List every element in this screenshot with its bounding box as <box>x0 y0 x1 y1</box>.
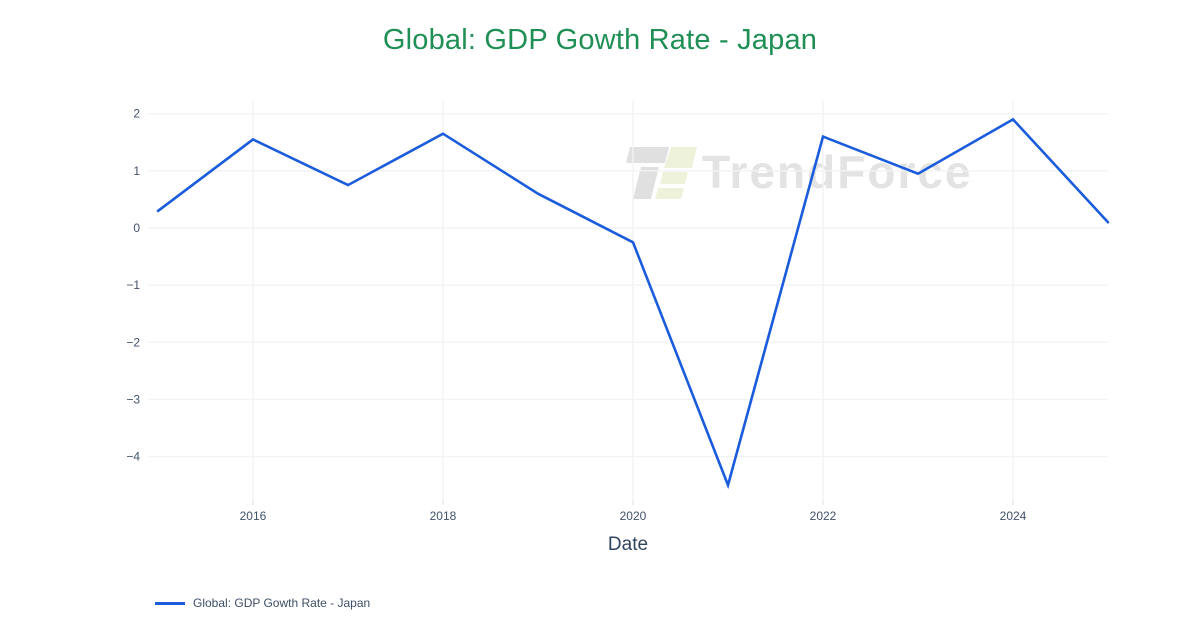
watermark: TrendForce <box>626 146 973 199</box>
trendforce-logo-icon <box>626 147 697 199</box>
chart-title: Global: GDP Gowth Rate - Japan <box>382 24 818 56</box>
y-tick-label: −3 <box>126 392 140 406</box>
x-axis-title: Date <box>607 534 649 555</box>
legend-line-swatch <box>155 601 185 605</box>
y-tick-label: 2 <box>133 107 140 121</box>
y-tick-label: −2 <box>126 335 140 349</box>
gridlines <box>148 100 1108 500</box>
y-tick-label: 0 <box>133 221 140 235</box>
data-line-japan-gdp <box>156 117 1110 490</box>
legend: Global: GDP Gowth Rate - Japan <box>155 596 370 610</box>
watermark-text: TrendForce <box>702 146 973 198</box>
x-tick-label: 2024 <box>1000 509 1027 523</box>
x-tick-label: 2022 <box>810 509 837 523</box>
y-tick-label: −4 <box>126 450 140 464</box>
x-tick-label: 2020 <box>620 509 647 523</box>
axis-ticks <box>252 500 1014 505</box>
x-tick-label: 2018 <box>430 509 457 523</box>
y-tick-label: −1 <box>126 278 140 292</box>
legend-label: Global: GDP Gowth Rate - Japan <box>193 596 371 610</box>
x-tick-label: 2016 <box>240 509 267 523</box>
axis-tick-labels: 2 1 0 −1 −2 −3 −4 2016 2018 2020 2022 2024 <box>126 107 1026 523</box>
y-tick-label: 1 <box>133 164 140 178</box>
